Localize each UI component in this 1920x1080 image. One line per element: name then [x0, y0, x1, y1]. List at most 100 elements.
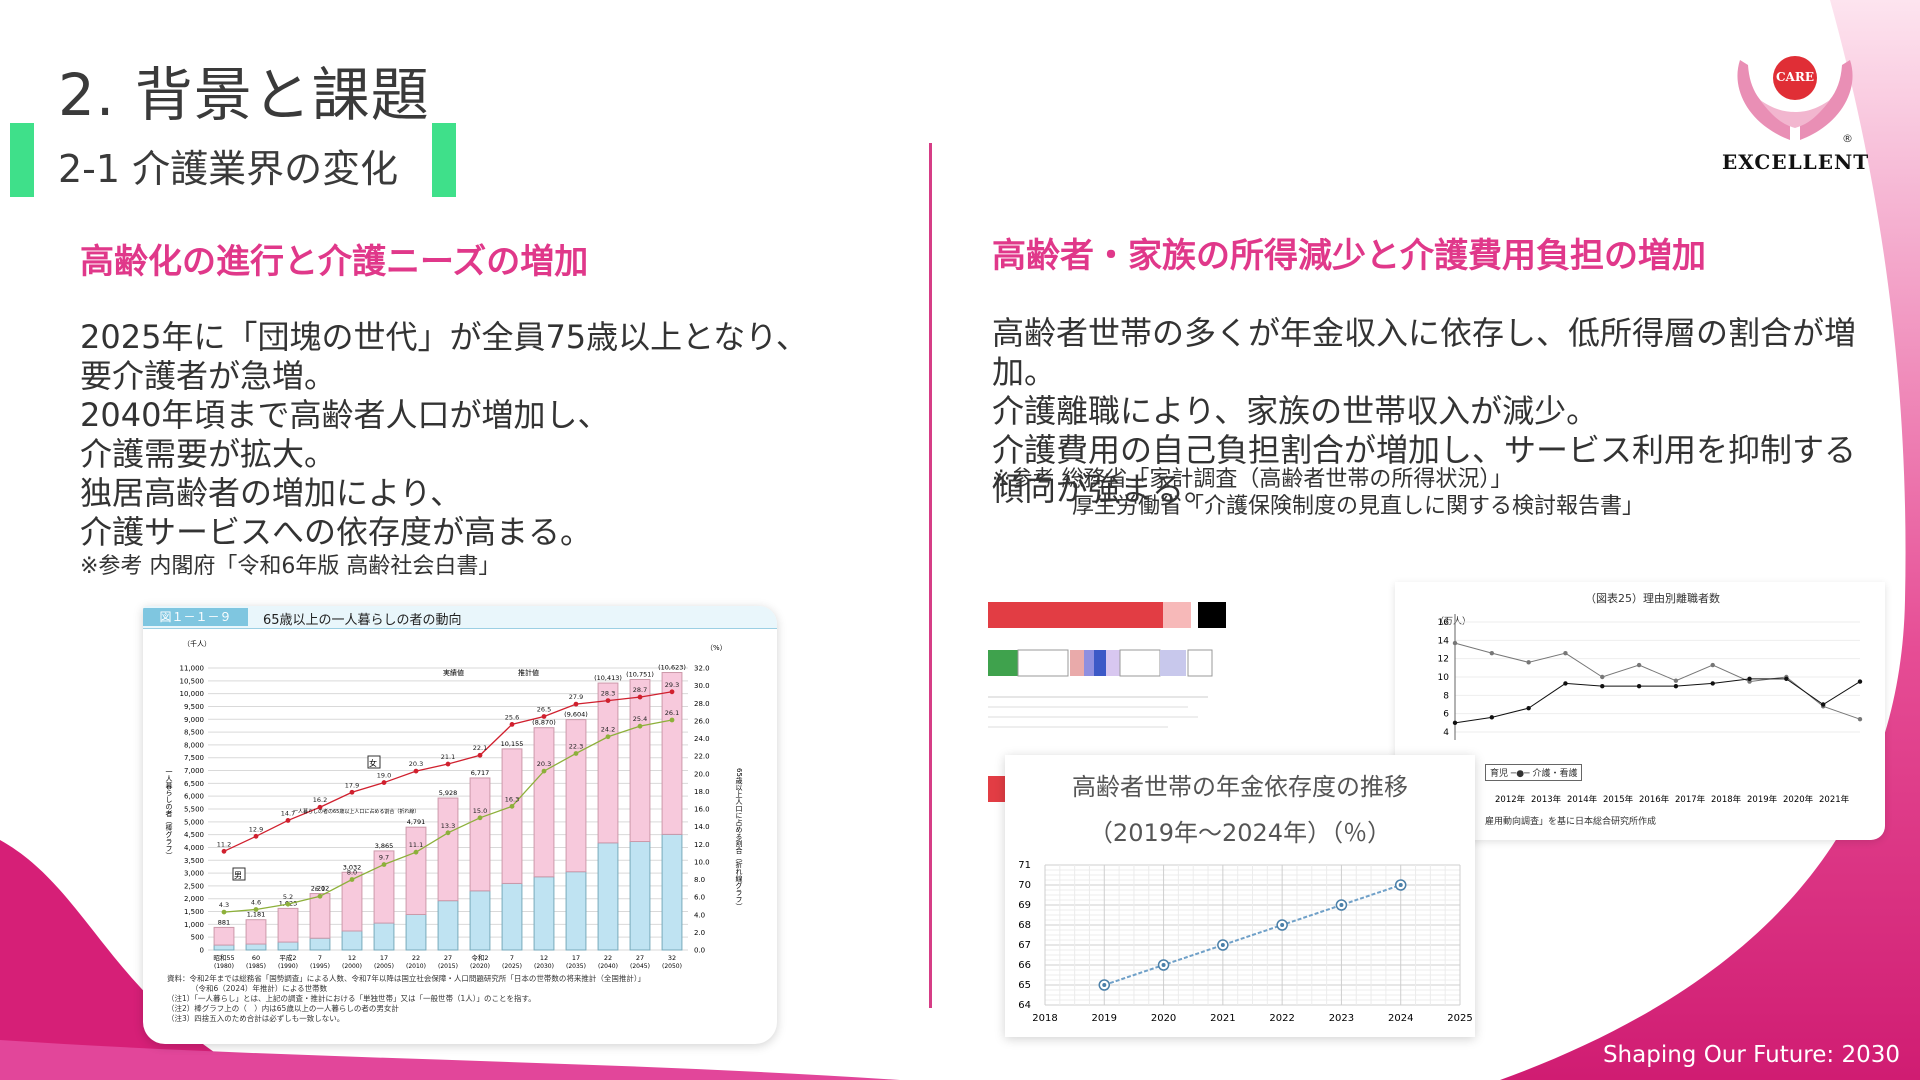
resign-point	[1563, 681, 1568, 686]
x-tick-label: 2022	[1269, 1013, 1294, 1024]
pct-label: 24.2	[601, 726, 615, 734]
x-tick-label: 2018年	[1711, 794, 1742, 805]
figure-title: 65歳以上の一人暮らしの者の動向	[263, 613, 462, 628]
pct-point	[669, 717, 675, 723]
x-tick-label: 27	[636, 954, 644, 962]
left-body: 2025年に「団塊の世代」が全員75歳以上となり、 要介護者が急増。 2040年…	[80, 318, 840, 552]
pension-point-center	[1161, 963, 1166, 967]
pct-point	[637, 723, 643, 729]
pct-point	[221, 909, 227, 915]
y-tick-label: 5,000	[184, 818, 204, 826]
pct-point	[669, 689, 675, 695]
x-tick-label: 2015年	[1603, 794, 1634, 805]
pct-point	[253, 833, 259, 839]
y2-tick-label: 10.0	[694, 858, 710, 866]
right-reference-1: ※参考 総務省「家計調査（高齢者世帯の所得状況）」	[992, 467, 1513, 492]
right-line: 介護費用の自己負担割合が増加し、サービス利用を抑制する	[992, 431, 1857, 469]
forecast-label: 推計値	[518, 668, 539, 677]
bar-female	[661, 672, 683, 835]
resign-point	[1784, 676, 1789, 682]
resign-point	[1673, 678, 1679, 683]
x-tick-label: (1985)	[246, 963, 266, 970]
x-tick-label: (1995)	[310, 963, 330, 970]
pct-point	[221, 848, 227, 854]
bar-male	[405, 913, 427, 951]
y-tick-label: 6,500	[184, 780, 204, 788]
column-divider	[929, 143, 932, 1008]
bar-total-label: 2,202	[311, 885, 330, 893]
legend-label: 介護・看護	[1532, 769, 1578, 779]
x-tick-label: 27	[444, 954, 452, 962]
left-heading: 高齢化の進行と介護ニーズの増加	[80, 242, 589, 282]
y-tick-label: 4	[1443, 728, 1449, 738]
pct-label: 13.3	[441, 822, 455, 830]
bar-female	[341, 871, 363, 932]
legend-other: 育児	[1490, 769, 1509, 779]
bar-female	[213, 926, 235, 946]
resign-point	[1747, 676, 1752, 682]
page-title: 2. 背景と課題	[58, 61, 430, 129]
x-tick-label: (2030)	[534, 963, 554, 970]
resignation-line-chart: 4 6 8 10 12 14 16 2012年 2013年 2014年 2015年 2016年 2017…	[1438, 614, 1863, 805]
pct-label: 16.3	[505, 795, 519, 803]
x-tick-label: 2020	[1151, 1013, 1176, 1024]
chart-annotation: 一人暮らしの者の65歳以上人口に占める割合（折れ線）	[293, 808, 419, 815]
y2-tick-label: 26.0	[694, 717, 710, 725]
pct-point	[541, 768, 547, 774]
pct-label: 11.2	[217, 840, 231, 848]
pct-point	[477, 815, 483, 821]
y-tick-label: 70	[1018, 880, 1031, 891]
figure-note: （注1）「一人暮らし」とは、上記の調査・推計における「単独世帯」又は「一般世帯（…	[167, 994, 536, 1003]
y2-tick-label: 24.0	[694, 735, 710, 743]
pct-point	[317, 804, 323, 810]
x-tick-label: 2019年	[1747, 794, 1778, 805]
pct-label: 11.1	[409, 841, 423, 849]
x-tick-label: 12	[540, 954, 548, 962]
x-tick-label: 平成2	[279, 953, 296, 962]
pct-label: 4.6	[251, 898, 261, 906]
y-tick-label: 10	[1438, 673, 1450, 683]
hands-icon	[1737, 56, 1853, 140]
pct-point	[381, 780, 387, 785]
y-tick-label: 11,000	[180, 665, 205, 673]
y-tick-label: 2,500	[184, 882, 204, 890]
pension-line-chart: 64 65 66 67 68 69 70 71 2018 2019 2020 2021 2022 2023…	[1018, 860, 1472, 1024]
pension-point-center	[1280, 923, 1285, 927]
y-tick-label: 3,500	[184, 857, 204, 865]
x-tick-label: (2040)	[598, 963, 618, 970]
left-line: 2025年に「団塊の世代」が全員75歳以上となり、	[80, 318, 808, 356]
y-tick-label: 1,000	[184, 921, 204, 929]
bar-female	[469, 777, 491, 892]
x-tick-label: (1980)	[214, 963, 234, 970]
pct-label: 14.7	[281, 809, 295, 817]
pension-line	[1103, 884, 1402, 986]
resign-line	[1454, 678, 1861, 724]
bar-female	[629, 678, 651, 843]
pct-point	[317, 893, 323, 899]
x-tick-label: 2012年	[1495, 794, 1526, 805]
bar-total-label: 4,791	[407, 818, 426, 826]
pct-label: 20.3	[409, 760, 423, 768]
bar-female	[597, 682, 619, 844]
y2-tick-label: 28.0	[694, 700, 710, 708]
x-tick-label: 2023	[1329, 1013, 1354, 1024]
x-tick-label: (2020)	[470, 963, 490, 970]
x-tick-label: 令和2	[471, 953, 488, 962]
left-reference: ※参考 内閣府「令和6年版 高齢社会白書」	[80, 554, 501, 579]
x-tick-label: 2021年	[1819, 794, 1850, 805]
y-tick-label: 6,000	[184, 793, 204, 801]
bar-male	[341, 930, 363, 951]
pct-label: 16.2	[313, 796, 327, 804]
right-line: 介護離職により、家族の世帯収入が減少。	[992, 392, 1599, 430]
left-line: 要介護者が急増。	[80, 357, 337, 395]
x-tick-label: 昭和55	[213, 953, 234, 962]
pension-point-center	[1102, 983, 1107, 987]
section-subtitle: 2-1 介護業界の変化	[58, 147, 399, 191]
x-tick-label: 17	[380, 954, 388, 962]
left-line: 独居高齢者の増加により、	[80, 474, 463, 512]
pct-point	[381, 862, 387, 867]
bar-female	[373, 850, 395, 924]
y2-tick-label: 12.0	[694, 841, 710, 849]
pension-dependency-chart-card: 高齢者世帯の年金依存度の推移 （2019年～2024年）（％） 64 65 66 67…	[1005, 755, 1475, 1037]
pct-label: 9.7	[379, 854, 389, 862]
